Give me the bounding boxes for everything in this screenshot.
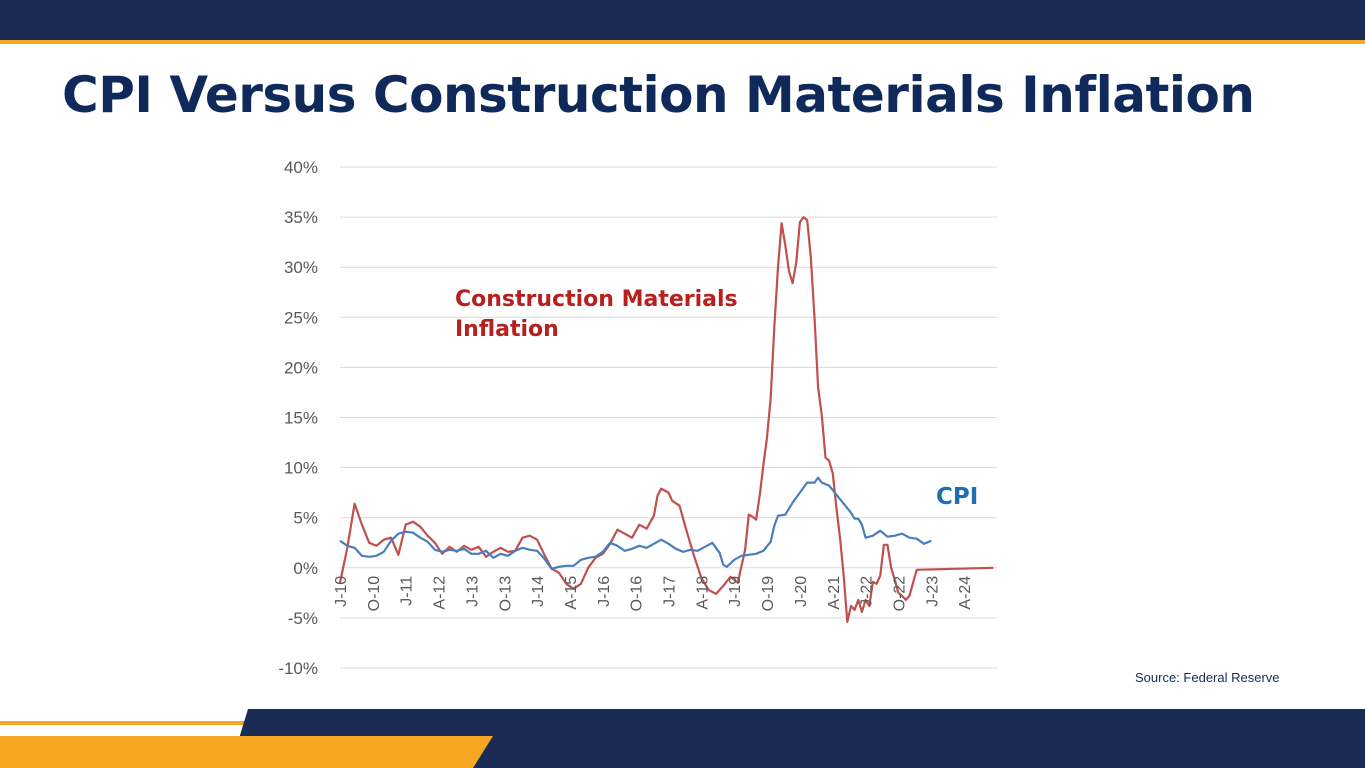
x-tick-label: O-19 bbox=[760, 576, 777, 612]
bottom-navy-band bbox=[230, 709, 1365, 768]
x-tick-label: J-11 bbox=[399, 576, 416, 606]
construction-materials-line bbox=[338, 216, 994, 623]
bottom-banner bbox=[0, 709, 1365, 768]
y-tick-label: 15% bbox=[284, 409, 318, 428]
x-tick-label: A-24 bbox=[957, 576, 974, 610]
top-accent-stripe bbox=[0, 40, 1365, 44]
construction-materials-label: Construction Materials bbox=[455, 287, 738, 312]
y-tick-label: 35% bbox=[284, 208, 318, 227]
y-tick-label: 10% bbox=[284, 459, 318, 478]
chart-gridlines bbox=[340, 166, 997, 669]
top-banner bbox=[0, 0, 1365, 40]
x-tick-label: J-19 bbox=[727, 576, 744, 607]
y-tick-label: 30% bbox=[284, 258, 318, 277]
x-tick-label: J-14 bbox=[530, 576, 547, 607]
chart-series bbox=[338, 216, 994, 623]
cpi-label: CPI bbox=[936, 484, 978, 510]
y-tick-label: 20% bbox=[284, 358, 318, 377]
chart-annotations: Construction Materials Inflation CPI bbox=[455, 287, 978, 510]
x-tick-label: O-16 bbox=[629, 576, 646, 612]
x-tick-label: J-16 bbox=[596, 576, 613, 607]
cpi-line bbox=[339, 476, 932, 570]
y-tick-label: 25% bbox=[284, 308, 318, 327]
x-tick-label: A-21 bbox=[826, 576, 843, 610]
x-tick-label: J-20 bbox=[793, 576, 810, 607]
bottom-orange-band bbox=[0, 736, 493, 768]
x-tick-label: O-13 bbox=[497, 576, 514, 612]
x-tick-label: J-13 bbox=[464, 576, 481, 607]
line-chart: 40% 35% 30% 25% 20% 15% 10% 5% 0% -5% -10% J-10 O-1… bbox=[278, 158, 997, 678]
y-tick-label: 0% bbox=[293, 559, 318, 578]
slide-title: CPI Versus Construction Materials Inflat… bbox=[62, 66, 1255, 124]
x-axis-ticks: J-10 O-10 J-11 A-12 J-13 O-13 J-14 A-15 J-16 O-16… bbox=[333, 576, 974, 612]
x-tick-label: J-10 bbox=[333, 576, 350, 607]
bottom-accent-line bbox=[0, 721, 245, 725]
x-tick-label: A-15 bbox=[563, 576, 580, 610]
x-tick-label: O-10 bbox=[366, 576, 383, 612]
y-axis-ticks: 40% 35% 30% 25% 20% 15% 10% 5% 0% -5% -10% bbox=[278, 158, 318, 678]
y-tick-label: -10% bbox=[278, 659, 318, 678]
x-tick-label: A-12 bbox=[432, 576, 449, 610]
x-tick-label: J-23 bbox=[924, 576, 941, 607]
x-tick-label: J-17 bbox=[662, 576, 679, 607]
x-tick-label: O-22 bbox=[891, 576, 908, 612]
source-note: Source: Federal Reserve bbox=[1135, 670, 1280, 685]
y-tick-label: -5% bbox=[288, 609, 318, 628]
construction-materials-label: Inflation bbox=[455, 317, 559, 342]
y-tick-label: 40% bbox=[284, 158, 318, 177]
x-tick-label: J-22 bbox=[859, 576, 876, 607]
y-tick-label: 5% bbox=[293, 509, 318, 528]
x-tick-label: A-18 bbox=[694, 576, 711, 610]
